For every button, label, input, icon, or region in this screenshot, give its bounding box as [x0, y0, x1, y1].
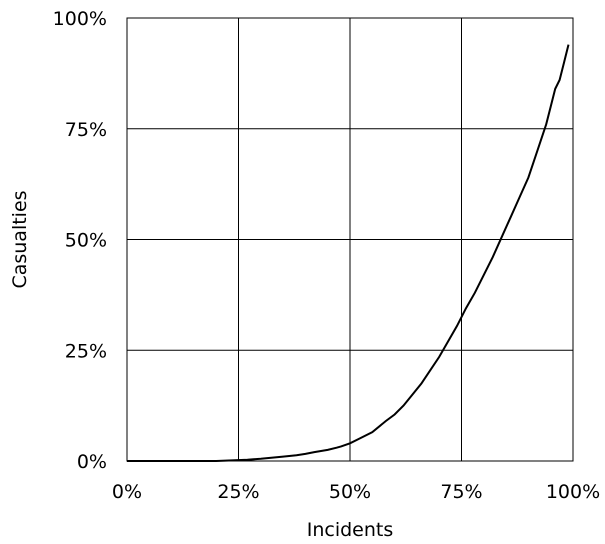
x-tick-label: 100%	[546, 481, 600, 503]
x-tick-label: 0%	[112, 481, 142, 503]
y-tick-label: 25%	[65, 340, 107, 362]
x-tick-label: 25%	[217, 481, 259, 503]
tick-labels: 0% 25% 50% 75% 100% 0% 25% 50% 75% 100%	[53, 8, 600, 503]
y-tick-label: 75%	[65, 119, 107, 141]
y-tick-label: 0%	[77, 451, 107, 473]
y-tick-label: 100%	[53, 8, 107, 30]
x-tick-label: 75%	[440, 481, 482, 503]
grid	[127, 18, 573, 461]
series-line-0	[127, 44, 570, 462]
x-tick-label: 50%	[329, 481, 371, 503]
x-axis-title: Incidents	[307, 519, 394, 541]
plot-area	[126, 17, 574, 462]
y-tick-label: 50%	[65, 230, 107, 252]
y-axis-title: Casualties	[9, 190, 31, 288]
